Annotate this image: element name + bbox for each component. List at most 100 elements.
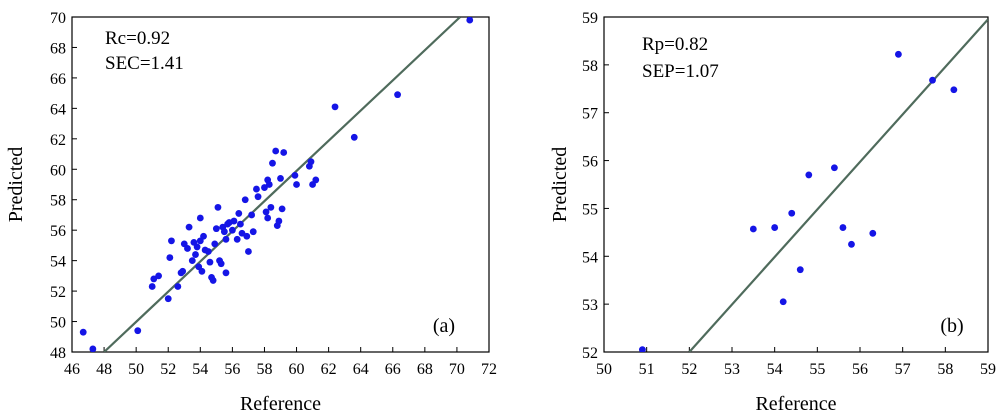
x-tick-label: 68	[417, 361, 433, 378]
data-point	[166, 254, 174, 261]
data-point	[168, 237, 175, 245]
data-point	[275, 217, 283, 225]
x-tick-label: 59	[980, 361, 996, 378]
x-tick-label: 56	[224, 361, 240, 378]
x-tick-label: 60	[289, 361, 305, 378]
x-tick-label: 64	[353, 361, 369, 378]
regression-line	[103, 17, 461, 352]
x-tick-label: 52	[160, 361, 176, 378]
data-point	[253, 185, 260, 193]
x-tick-label: 46	[64, 361, 80, 378]
x-tick-label: 55	[809, 361, 825, 378]
x-tick-label: 54	[192, 361, 208, 378]
data-point	[331, 103, 339, 111]
data-point	[241, 196, 249, 204]
regression-line	[688, 18, 988, 352]
data-point	[262, 208, 270, 216]
y-tick-label: 55	[582, 201, 598, 218]
data-point	[235, 210, 243, 217]
y-axis-label: Predicted	[5, 147, 27, 223]
data-point	[212, 225, 220, 233]
x-tick-label: 62	[321, 361, 337, 378]
y-tick-label: 58	[582, 58, 598, 75]
x-tick-label: 58	[256, 361, 272, 378]
y-tick-label: 58	[50, 193, 66, 210]
data-point	[198, 267, 206, 275]
data-point	[206, 258, 214, 266]
x-tick-label: 51	[639, 361, 655, 378]
x-axis-label: Reference	[755, 393, 836, 415]
data-point	[749, 225, 757, 233]
y-tick-label: 68	[50, 40, 66, 57]
y-tick-label: 62	[50, 132, 66, 149]
data-point	[209, 277, 217, 284]
data-point	[267, 203, 275, 211]
panel-b: 50 51 52 53 54 55 56 57 58 59 52 53 54 55 56 57 58 59 Refe…	[549, 10, 996, 415]
panel-label: (b)	[940, 315, 963, 337]
data-point	[148, 283, 156, 290]
x-tick-label: 66	[385, 361, 401, 378]
data-point	[222, 269, 230, 277]
data-point	[277, 175, 284, 182]
x-tick-label: 56	[852, 361, 868, 378]
data-point	[639, 346, 646, 352]
data-point	[929, 76, 936, 84]
data-point	[895, 50, 902, 58]
x-tick-label: 57	[895, 361, 911, 378]
data-point	[788, 209, 796, 217]
y-tick-label: 53	[582, 297, 598, 314]
data-point	[200, 232, 207, 240]
data-point	[193, 243, 201, 251]
data-point	[839, 224, 847, 231]
data-point	[214, 203, 222, 211]
y-tick-label: 52	[50, 284, 66, 301]
y-tick-label: 59	[582, 10, 598, 27]
data-point	[164, 295, 172, 303]
y-tick-label: 57	[582, 106, 598, 123]
x-tick-label: 50	[128, 361, 144, 378]
data-point	[312, 176, 320, 184]
data-point	[230, 217, 238, 225]
data-point	[291, 171, 299, 179]
data-point	[278, 205, 286, 213]
panel-a: 46 48 50 52 54 56 58 60 62 64 66 68 70 72485052545658…	[5, 10, 497, 415]
data-point	[233, 235, 241, 243]
data-point	[249, 228, 257, 236]
data-point	[204, 248, 212, 255]
y-axis-label: Predicted	[549, 147, 571, 223]
y-tick-label: 50	[50, 315, 66, 332]
x-tick-label: 53	[724, 361, 740, 378]
error-annotation: SEC=1.41	[105, 53, 184, 74]
data-point	[350, 133, 358, 141]
data-point	[243, 232, 251, 240]
panel-label: (a)	[433, 315, 455, 337]
y-tick-label: 48	[50, 345, 66, 362]
y-tick-label: 70	[50, 10, 66, 27]
data-point	[254, 193, 262, 201]
x-tick-label: 70	[449, 361, 465, 378]
data-point	[805, 171, 813, 179]
data-point	[79, 328, 87, 336]
data-point	[184, 245, 191, 252]
data-point	[211, 240, 219, 248]
y-tick-label: 64	[50, 101, 66, 118]
x-tick-label: 50	[596, 361, 612, 378]
data-point	[265, 181, 273, 188]
data-point	[134, 327, 142, 335]
data-point	[779, 298, 787, 306]
data-point	[89, 345, 97, 352]
data-point	[466, 17, 474, 24]
correlation-annotation: Rc=0.92	[105, 28, 170, 49]
data-point	[237, 220, 244, 228]
data-point	[174, 283, 182, 290]
data-point	[155, 272, 163, 280]
data-point	[869, 229, 877, 237]
x-tick-label: 54	[767, 361, 783, 378]
data-point	[228, 226, 236, 234]
data-point	[307, 158, 315, 166]
data-point	[796, 266, 804, 274]
data-point	[264, 214, 272, 222]
data-point	[245, 248, 252, 255]
x-tick-label: 48	[96, 361, 112, 378]
